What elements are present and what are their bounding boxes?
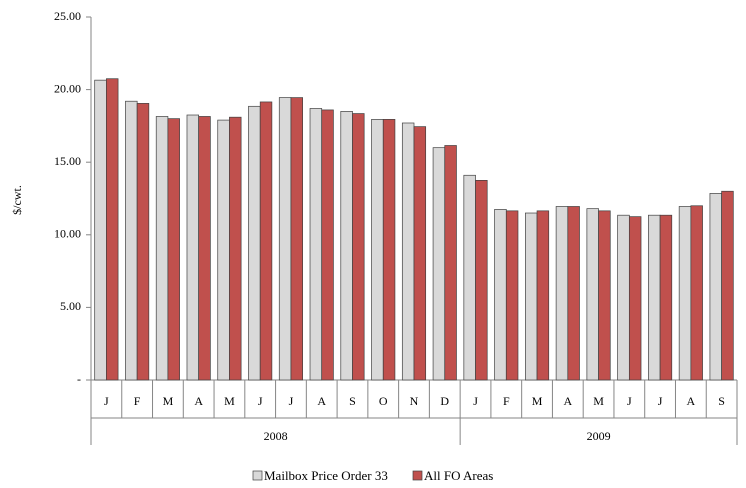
y-tick-label: 10.00	[54, 227, 81, 241]
y-axis-label: $/cwt.	[10, 185, 24, 215]
bar	[659, 214, 673, 381]
x-tick-label: M	[224, 394, 235, 408]
x-tick-label: J	[627, 394, 632, 408]
x-tick-label: A	[563, 394, 572, 408]
bar	[444, 145, 457, 381]
x-tick-label: A	[687, 394, 696, 408]
bar	[617, 214, 630, 381]
y-tick-label: 25.00	[54, 9, 81, 23]
x-tick-label: F	[503, 394, 510, 408]
bar	[340, 111, 353, 381]
x-tick-label: S	[718, 394, 725, 408]
bar	[709, 193, 722, 381]
y-tick-label: 5.00	[60, 299, 81, 313]
bar	[371, 119, 384, 381]
x-tick-label: N	[410, 394, 419, 408]
bar	[382, 119, 396, 381]
x-tick-label: O	[379, 394, 388, 408]
bar	[290, 97, 303, 381]
bar	[413, 126, 427, 381]
y-tick-label: -	[77, 372, 81, 386]
legend-swatch	[252, 470, 263, 481]
bar	[106, 78, 119, 381]
bar	[525, 212, 538, 381]
bar	[309, 108, 323, 381]
bar	[94, 79, 107, 381]
x-tick-label: A	[317, 394, 326, 408]
group-label: 2008	[264, 429, 288, 443]
bar	[167, 118, 180, 381]
bar	[567, 206, 580, 381]
bar	[321, 109, 334, 381]
bar	[352, 113, 365, 381]
x-tick-label: M	[163, 394, 174, 408]
bar	[259, 101, 273, 381]
x-tick-label: M	[593, 394, 604, 408]
x-tick-label: J	[258, 394, 263, 408]
x-tick-label: D	[440, 394, 449, 408]
x-tick-label: M	[532, 394, 543, 408]
group-label: 2009	[587, 429, 611, 443]
bar	[598, 210, 611, 381]
x-tick-label: S	[349, 394, 356, 408]
bar	[690, 205, 703, 381]
legend-label: All FO Areas	[424, 468, 493, 483]
legend-label: Mailbox Price Order 33	[264, 468, 388, 483]
bar	[248, 105, 261, 381]
y-tick-label: 15.00	[54, 154, 81, 168]
bar	[475, 180, 488, 381]
bar	[555, 206, 569, 381]
bar	[505, 210, 519, 381]
bar	[278, 97, 292, 381]
legend-swatch	[412, 470, 423, 481]
bar	[648, 214, 661, 381]
bar	[155, 116, 169, 381]
bar	[678, 206, 692, 381]
bar	[628, 216, 642, 381]
bar	[463, 174, 476, 381]
x-tick-label: A	[194, 394, 203, 408]
bar	[229, 116, 242, 381]
x-tick-label: J	[473, 394, 478, 408]
bar	[186, 114, 200, 381]
bar	[494, 209, 507, 381]
y-tick-label: 20.00	[54, 81, 81, 95]
bar	[536, 210, 550, 381]
bar	[432, 147, 446, 381]
x-tick-label: F	[134, 394, 141, 408]
x-tick-label: J	[104, 394, 109, 408]
bar	[586, 208, 599, 381]
x-tick-label: J	[289, 394, 294, 408]
bar	[198, 116, 211, 381]
bar	[125, 100, 138, 381]
x-tick-label: J	[658, 394, 663, 408]
bar	[721, 190, 734, 381]
bar	[217, 119, 230, 381]
bar	[401, 122, 415, 381]
bar	[136, 103, 150, 381]
